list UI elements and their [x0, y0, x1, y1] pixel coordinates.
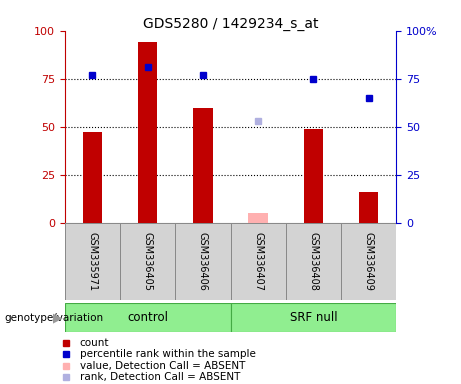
- Text: rank, Detection Call = ABSENT: rank, Detection Call = ABSENT: [80, 372, 240, 382]
- Bar: [359, 192, 378, 223]
- Text: value, Detection Call = ABSENT: value, Detection Call = ABSENT: [80, 361, 245, 371]
- FancyBboxPatch shape: [286, 223, 341, 300]
- FancyBboxPatch shape: [120, 223, 175, 300]
- Bar: [83, 132, 102, 223]
- Bar: [138, 42, 157, 223]
- Text: GSM336407: GSM336407: [253, 232, 263, 291]
- Text: GSM335971: GSM335971: [87, 232, 97, 291]
- Text: count: count: [80, 338, 109, 348]
- FancyBboxPatch shape: [341, 223, 396, 300]
- Text: genotype/variation: genotype/variation: [5, 313, 104, 323]
- Text: GSM336409: GSM336409: [364, 232, 374, 291]
- FancyBboxPatch shape: [230, 303, 396, 332]
- Text: GSM336406: GSM336406: [198, 232, 208, 291]
- Text: ▶: ▶: [53, 311, 62, 324]
- Text: GDS5280 / 1429234_s_at: GDS5280 / 1429234_s_at: [143, 17, 318, 31]
- Text: SRF null: SRF null: [290, 311, 337, 324]
- Text: GSM336405: GSM336405: [142, 232, 153, 291]
- FancyBboxPatch shape: [65, 223, 120, 300]
- Text: percentile rank within the sample: percentile rank within the sample: [80, 349, 256, 359]
- Bar: [193, 108, 213, 223]
- Bar: [248, 213, 268, 223]
- Text: control: control: [127, 311, 168, 324]
- FancyBboxPatch shape: [175, 223, 230, 300]
- Text: GSM336408: GSM336408: [308, 232, 319, 291]
- FancyBboxPatch shape: [65, 303, 230, 332]
- FancyBboxPatch shape: [230, 223, 286, 300]
- Bar: [304, 129, 323, 223]
